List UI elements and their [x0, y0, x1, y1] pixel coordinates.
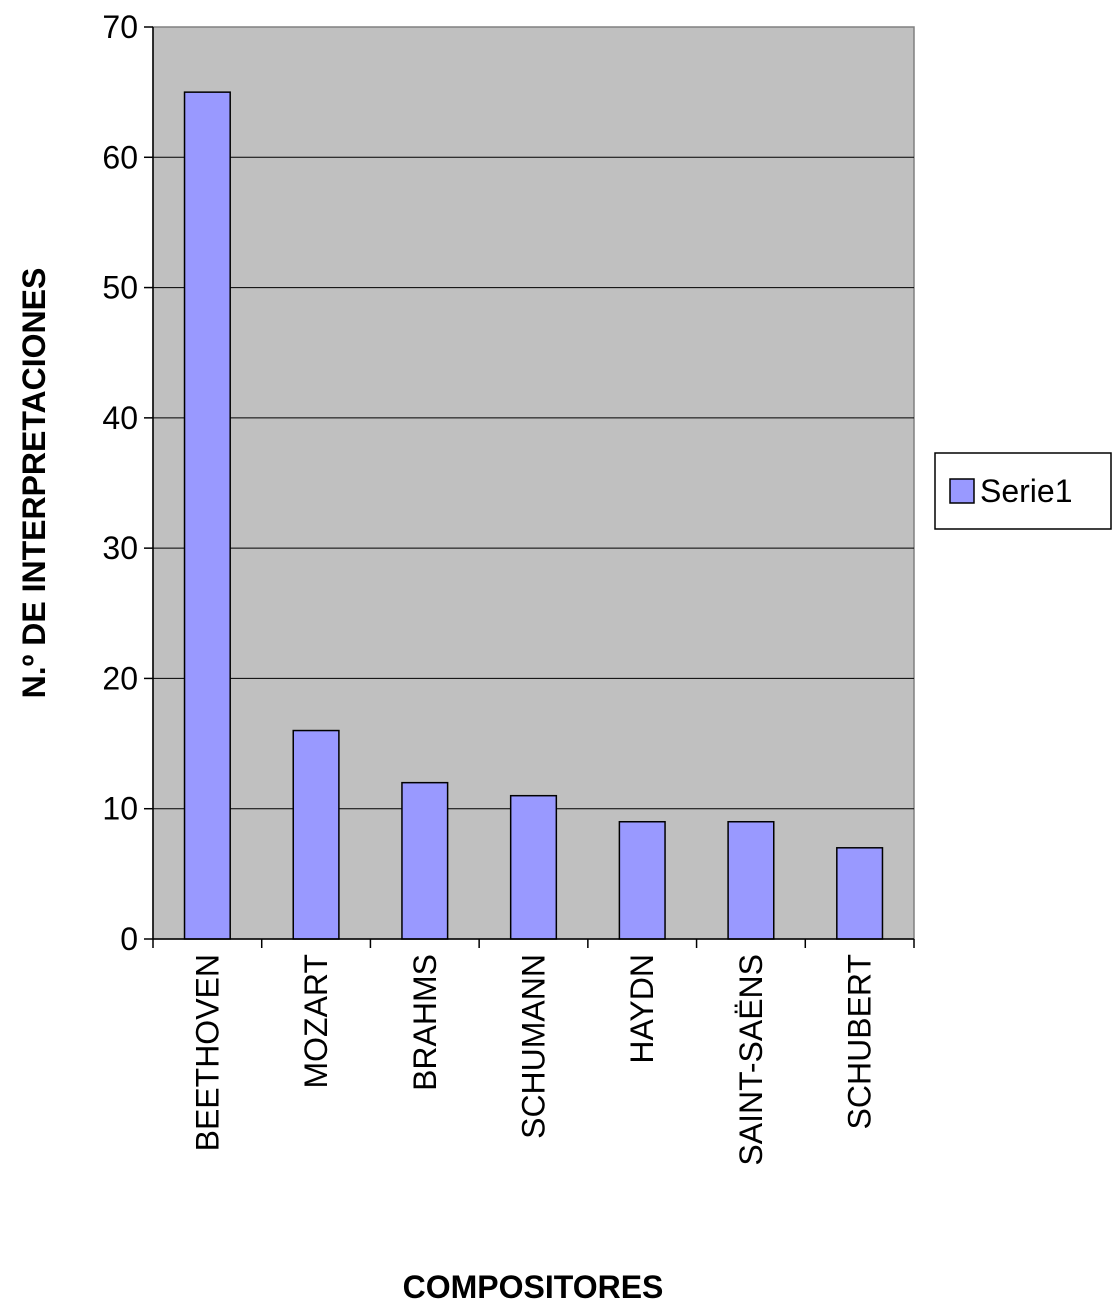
x-tick-label: BEETHOVEN [189, 954, 225, 1151]
bars [183, 91, 884, 940]
y-tick-label: 0 [120, 921, 138, 957]
y-tick-label: 70 [102, 9, 138, 45]
legend-label: Serie1 [980, 473, 1073, 509]
y-tick-label: 60 [102, 139, 138, 175]
x-axis-title: COMPOSITORES [403, 1269, 664, 1305]
x-tick-label: MOZART [298, 954, 334, 1089]
y-tick-label: 50 [102, 270, 138, 306]
y-axis: 0 10 20 30 40 50 60 70 [102, 9, 154, 957]
bar [836, 847, 884, 940]
y-tick-label: 40 [102, 400, 138, 436]
y-axis-title: N.º DE INTERPRETACIONES [16, 268, 52, 699]
x-tick-label: HAYDN [624, 954, 660, 1064]
plot-area [152, 26, 915, 940]
bar [727, 820, 775, 940]
x-tick-label: SCHUMANN [516, 954, 552, 1139]
x-tick-label: SCHUBERT [842, 954, 878, 1129]
gridlines [153, 156, 914, 810]
y-tick-label: 10 [102, 791, 138, 827]
x-axis: BEETHOVEN MOZART BRAHMS SCHUMANN HAYDN SAINT-… [152, 938, 915, 1166]
bar [509, 794, 558, 940]
y-tick-label: 20 [102, 660, 138, 696]
bar [618, 820, 666, 940]
bar [183, 91, 231, 940]
legend-swatch [949, 478, 975, 504]
legend: Serie1 [934, 452, 1112, 530]
x-tick-label: SAINT-SAËNS [733, 954, 769, 1166]
bar [292, 729, 340, 940]
y-tick-label: 30 [102, 530, 138, 566]
bar [401, 781, 449, 940]
x-tick-label: BRAHMS [407, 954, 443, 1091]
